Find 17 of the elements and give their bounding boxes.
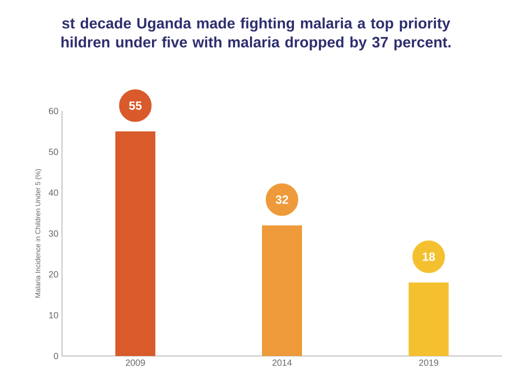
y-tick-label: 60 — [48, 108, 58, 114]
y-tick-label: 20 — [48, 271, 58, 278]
data-label: 32 — [276, 195, 288, 204]
x-tick-label: 2019 — [419, 360, 438, 366]
bar — [262, 225, 302, 356]
y-tick-label: 40 — [48, 189, 58, 196]
y-tick-label: 10 — [49, 312, 58, 318]
x-tick-label: 2009 — [126, 360, 145, 366]
data-label: 55 — [129, 102, 142, 110]
y-tick-label: 30 — [48, 230, 58, 237]
x-tick-label: 2014 — [272, 360, 292, 366]
bar — [408, 282, 449, 356]
bar — [115, 131, 156, 356]
data-label: 18 — [422, 252, 435, 261]
chart-title: st decade Uganda made fighting malaria a top priority hildren under five with malaria dropped by 37 percent. — [61, 18, 451, 50]
y-tick-label: 0 — [54, 352, 58, 360]
y-tick-label: 50 — [48, 148, 58, 156]
